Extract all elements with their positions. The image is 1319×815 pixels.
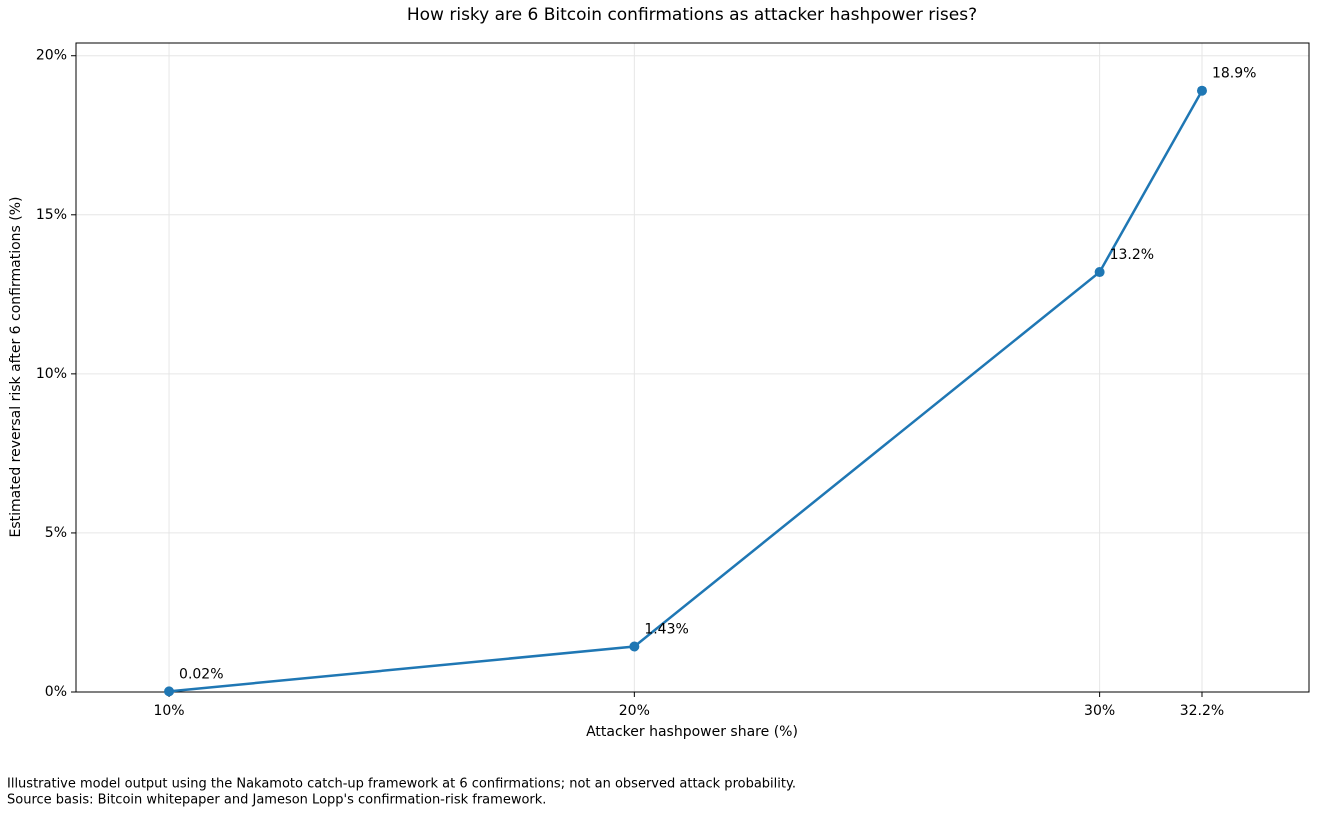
point bbox=[164, 686, 175, 697]
footnote: Illustrative model output using the Naka… bbox=[7, 777, 796, 792]
y-tick-label: 5% bbox=[45, 525, 67, 541]
x-tick-label: 30% bbox=[1084, 703, 1115, 719]
y-tick-label: 15% bbox=[36, 207, 67, 223]
point bbox=[1196, 85, 1207, 96]
data-label: 0.02% bbox=[179, 666, 223, 682]
point bbox=[1094, 267, 1105, 278]
point bbox=[629, 641, 640, 652]
x-tick-label: 32.2% bbox=[1180, 703, 1224, 719]
footnote: Source basis: Bitcoin whitepaper and Jam… bbox=[7, 793, 546, 808]
chart-title: How risky are 6 Bitcoin confirmations as… bbox=[407, 5, 977, 25]
y-tick-label: 10% bbox=[36, 366, 67, 382]
x-axis-label: Attacker hashpower share (%) bbox=[586, 724, 798, 740]
data-label: 18.9% bbox=[1212, 66, 1256, 82]
plot-frame bbox=[75, 42, 1310, 693]
y-tick-label: 0% bbox=[45, 684, 67, 700]
data-label: 13.2% bbox=[1110, 247, 1154, 263]
x-tick-label: 10% bbox=[153, 703, 184, 719]
y-axis-label: Estimated reversal risk after 6 confirma… bbox=[8, 197, 24, 538]
line bbox=[168, 90, 1204, 693]
y-tick-label: 20% bbox=[36, 48, 67, 64]
data-label: 1.43% bbox=[644, 622, 688, 638]
x-tick-label: 20% bbox=[619, 703, 650, 719]
